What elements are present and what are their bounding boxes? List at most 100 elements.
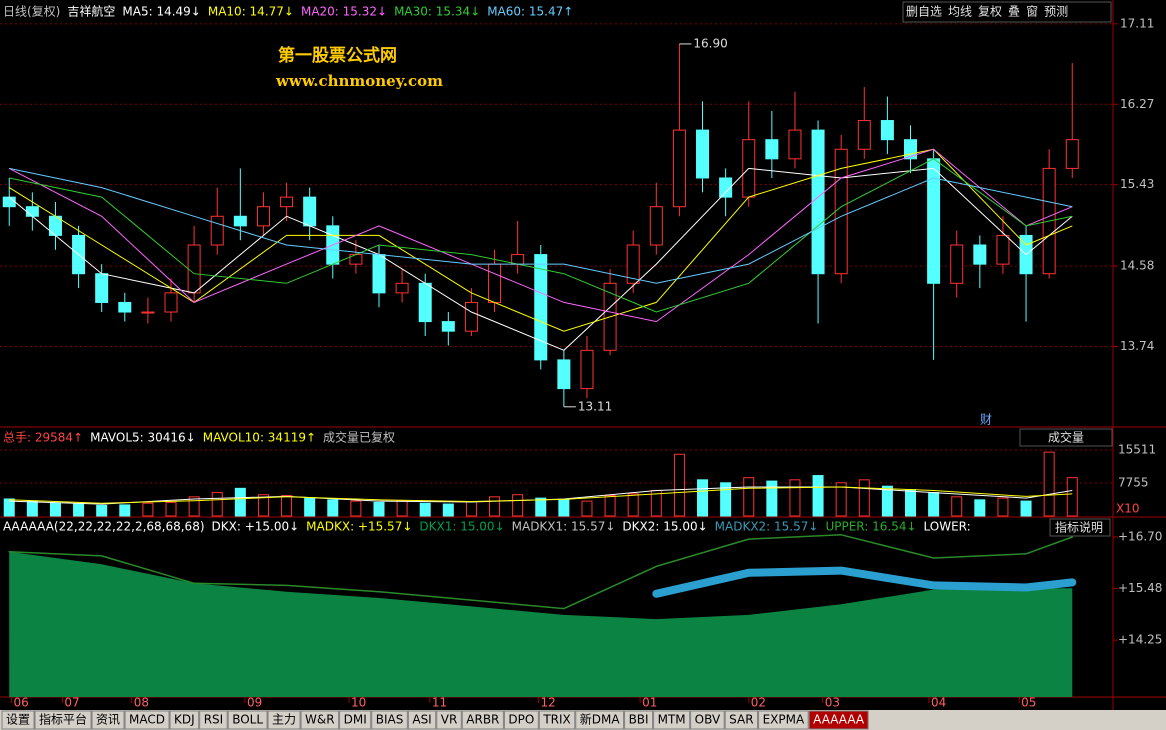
tab[interactable] — [1, 710, 35, 730]
candle-body — [141, 311, 155, 314]
y-tick-label: 7755 — [1118, 475, 1149, 489]
annotation: 16.90 — [693, 36, 727, 50]
tab-label[interactable]: MTM — [658, 713, 686, 727]
tab-label[interactable]: 新DMA — [580, 712, 621, 727]
toolbar-frame — [902, 1, 1112, 23]
volume-bar — [997, 497, 1009, 517]
volume-bar — [858, 479, 870, 517]
tab-label[interactable]: DMI — [344, 713, 367, 727]
ma-line — [9, 158, 1073, 313]
candle-body — [187, 244, 201, 294]
toolbar-button[interactable]: 删自选 — [906, 5, 942, 19]
tab[interactable] — [407, 710, 437, 730]
tab-label[interactable]: 设置 — [6, 713, 30, 727]
help-box[interactable] — [1049, 518, 1111, 537]
tab-label[interactable]: ARBR — [466, 713, 499, 727]
tab-label[interactable]: AAAAAA — [813, 713, 865, 727]
toolbar-button[interactable]: 叠 — [1008, 5, 1020, 19]
tab[interactable] — [538, 710, 576, 730]
tab[interactable] — [199, 710, 228, 730]
help-button[interactable]: 指标说明 — [1055, 520, 1103, 535]
candle-body — [372, 254, 386, 294]
tab-label[interactable]: TRIX — [542, 713, 570, 727]
volume-bar — [3, 498, 15, 517]
candle-body — [811, 129, 825, 275]
tab[interactable] — [34, 710, 92, 730]
legend-entry: MA30: 15.34↓ — [394, 5, 480, 19]
tab-label[interactable]: EXPMA — [763, 713, 805, 727]
tab-label[interactable]: VR — [441, 713, 458, 727]
tab[interactable] — [808, 710, 869, 730]
toolbar-button[interactable]: 复权 — [978, 5, 1002, 19]
tab-label[interactable]: ASI — [412, 713, 431, 727]
volume-bar — [512, 494, 524, 517]
tab[interactable] — [503, 710, 539, 730]
volume-bar — [350, 500, 362, 517]
ma-line — [8, 167, 1073, 351]
tab-label[interactable]: BOLL — [232, 713, 263, 727]
tab-label[interactable]: SAR — [729, 713, 753, 727]
tab-label[interactable]: MACD — [129, 713, 165, 727]
tab[interactable] — [371, 710, 408, 730]
tab-label[interactable]: KDJ — [174, 713, 195, 727]
tab[interactable] — [758, 710, 809, 730]
selector-box[interactable] — [1019, 428, 1113, 447]
candle-body — [2, 196, 16, 208]
tab[interactable] — [300, 710, 340, 730]
tab[interactable] — [267, 710, 301, 730]
volume-bar — [535, 497, 547, 517]
selector[interactable]: 成交量 — [1048, 430, 1084, 445]
x-tick-label: 01 — [642, 696, 657, 710]
tab-label[interactable]: 资讯 — [96, 713, 120, 727]
y-tick-label: 17.11 — [1120, 16, 1154, 30]
candle-body — [580, 349, 594, 390]
tab-label[interactable]: BIAS — [376, 713, 404, 727]
tab-label[interactable]: RSI — [204, 713, 224, 727]
legend-entry: MADKX: +15.57↓ — [306, 520, 412, 534]
candle-body — [649, 206, 663, 246]
x-tick-label: 12 — [540, 696, 555, 710]
x-tick-label: 06 — [14, 696, 29, 710]
tab[interactable] — [124, 710, 170, 730]
volume-bar — [627, 493, 639, 517]
volume-bar — [558, 499, 570, 517]
tab[interactable] — [461, 710, 504, 730]
volume-bar — [720, 482, 732, 517]
indicator-panel: +16.70 +15.48 +14.25 06 07 08 09 10 11 12 01 02 03 04… — [8, 529, 1162, 710]
tab-label[interactable]: W&R — [305, 713, 335, 727]
volume-bar — [697, 479, 709, 517]
tab[interactable] — [724, 710, 759, 730]
tab[interactable] — [169, 710, 200, 730]
toolbar-button[interactable]: 窗 — [1026, 5, 1038, 19]
y-tick-label: 15511 — [1118, 442, 1156, 456]
toolbar-button[interactable]: 均线 — [948, 5, 972, 19]
tab-label[interactable]: 指标平台 — [39, 712, 87, 727]
tab[interactable] — [690, 710, 725, 730]
volume-bar — [905, 489, 917, 517]
tab[interactable] — [624, 710, 654, 730]
tab[interactable] — [575, 710, 625, 730]
tab-label[interactable]: DPO — [508, 713, 534, 727]
volume-bar — [951, 496, 963, 517]
candle-body — [719, 177, 733, 198]
candle-body — [395, 282, 409, 294]
toolbar-button[interactable]: 预测 — [1044, 5, 1068, 19]
tab[interactable] — [436, 710, 462, 730]
tab[interactable] — [653, 710, 691, 730]
volume-panel: 15511 7755 X10 — [0, 442, 1156, 517]
legend-entry: MADKX1: 15.57↓ — [512, 520, 616, 534]
tab[interactable] — [227, 710, 268, 730]
tab[interactable] — [339, 710, 372, 730]
ma-line — [9, 167, 1073, 284]
tab-label[interactable]: BBI — [629, 713, 649, 727]
tab-label[interactable]: 主力 — [272, 713, 296, 727]
tab[interactable] — [91, 710, 125, 730]
y-tick-label: +15.48 — [1118, 581, 1162, 595]
volume-bar — [1066, 477, 1078, 517]
tab-label[interactable]: OBV — [695, 713, 721, 727]
volume-bar — [1043, 451, 1055, 517]
watermark-url: www.chnmoney.com — [275, 72, 443, 90]
annotation: 13.11 — [578, 399, 612, 413]
